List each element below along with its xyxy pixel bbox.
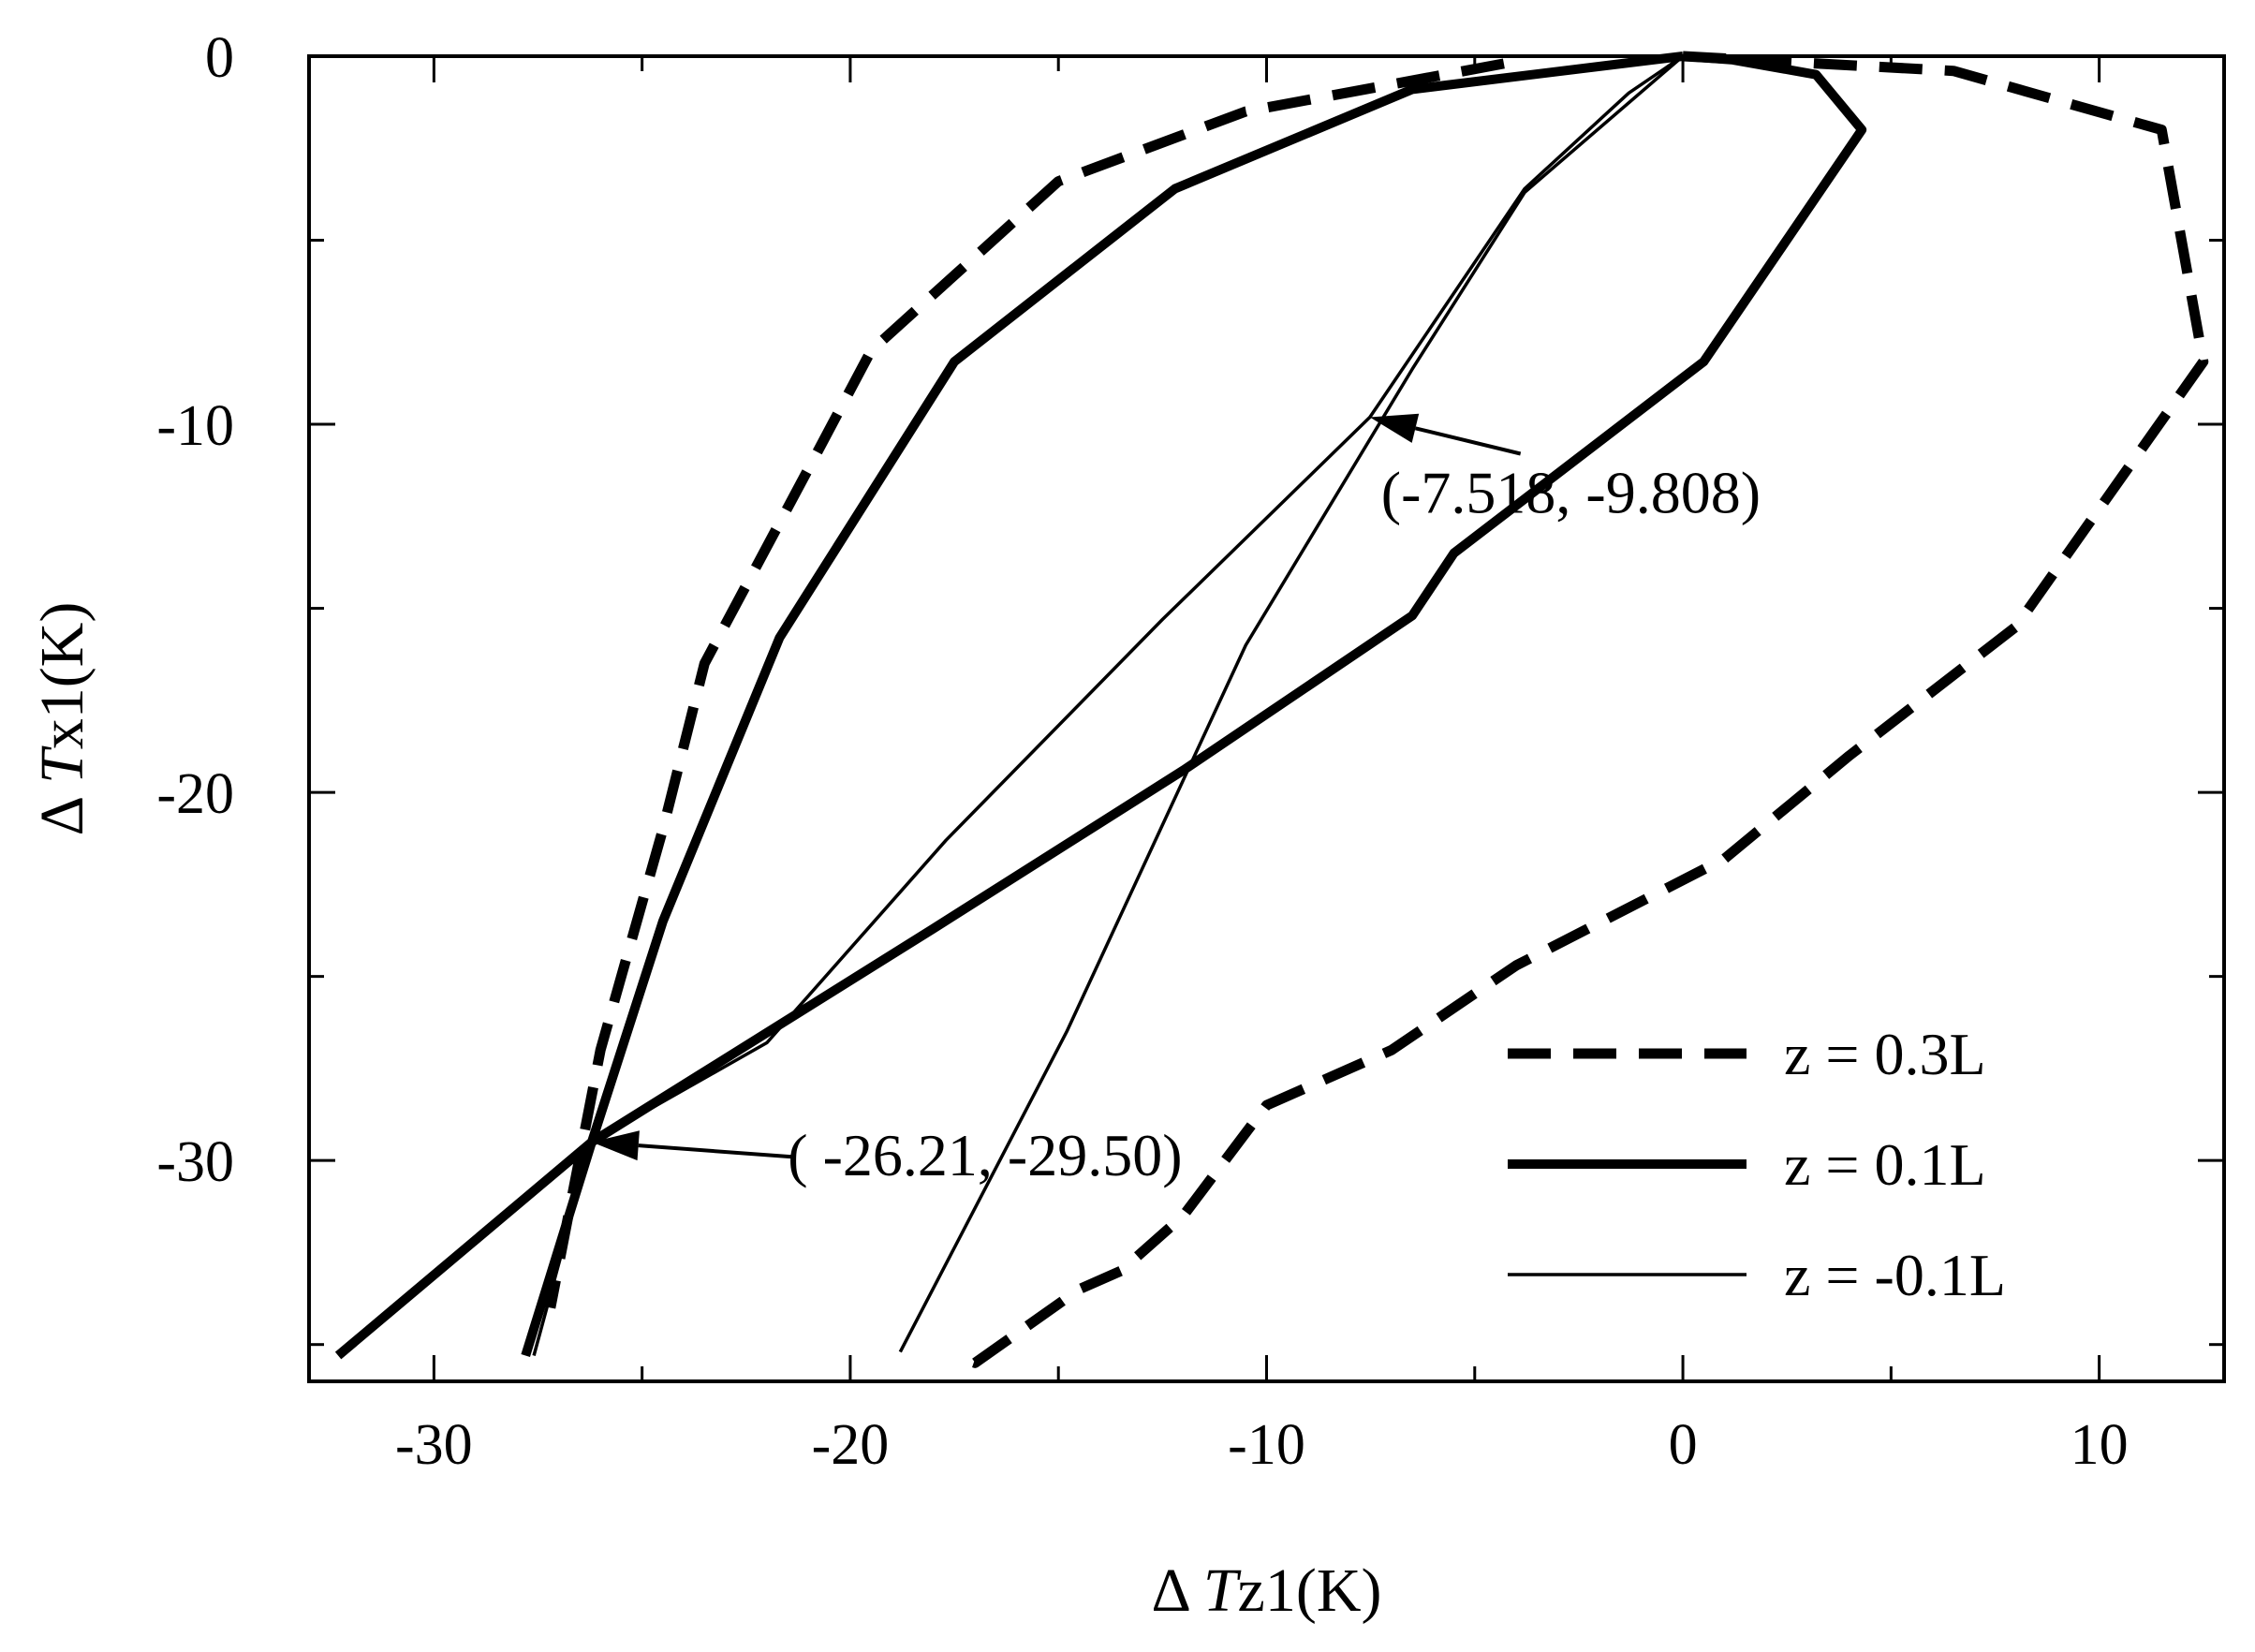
y-tick-label: 0 [205, 26, 234, 90]
legend-label-0: z = 0.3L [1784, 1021, 1986, 1087]
annotation-arrow-line [1414, 426, 1522, 456]
curve-dashed-0 [545, 58, 1505, 1309]
x-tick-label: -30 [395, 1413, 473, 1477]
series-layer [334, 51, 2209, 1368]
y-tick-label: -10 [156, 394, 234, 458]
x-tick-label: 0 [1669, 1413, 1698, 1477]
legend-label-1: z = 0.1L [1784, 1131, 1986, 1198]
x-tick-label: -10 [1228, 1413, 1305, 1477]
legend: z = 0.3L z = 0.1L z = -0.1L [1508, 1021, 2006, 1308]
x-tick-label: -20 [812, 1413, 890, 1477]
series-thin-2 [898, 54, 1685, 1353]
series-thick-1 [334, 52, 1867, 1360]
annotation-arrow-head [1369, 413, 1420, 443]
y-tick-label: -20 [156, 762, 234, 826]
x-tick-label: 10 [2071, 1413, 2129, 1477]
annotation-label-1: ( -26.21, -29.50) [788, 1122, 1182, 1188]
annotation-arrow-line [638, 1143, 792, 1159]
annotation-arrow-head [591, 1130, 640, 1161]
x-axis-label: Δ Tz1(K) [1152, 1556, 1382, 1625]
y-tick-label: -30 [156, 1130, 234, 1194]
tick-layer: -30 -20 -10 0 10 0 -10 -20 -30 [156, 26, 2224, 1477]
curve-thick-1 [521, 52, 1684, 1357]
series-dashed-0 [952, 51, 2209, 1368]
y-axis-label: Δ Tx1(K) [28, 602, 96, 836]
curve-thin-2 [532, 54, 1685, 1356]
annotation-label-0: (-7.518, -9.808) [1381, 459, 1761, 525]
legend-label-2: z = -0.1L [1784, 1242, 2006, 1308]
annotation-layer: (-7.518, -9.808) ( -26.21, -29.50) [591, 413, 1761, 1188]
